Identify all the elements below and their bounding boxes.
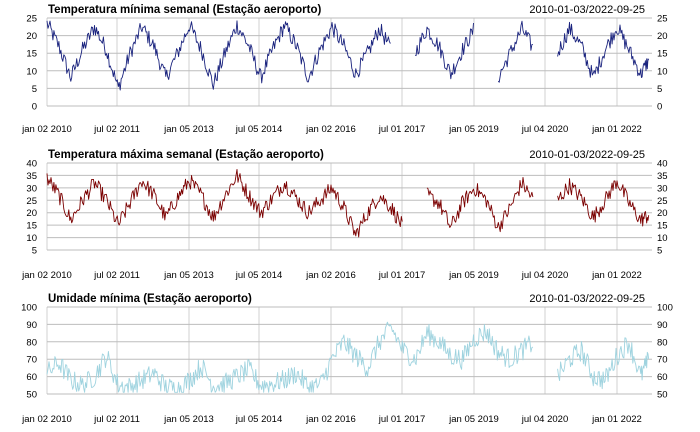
y-tick-label-left: 25: [26, 14, 37, 25]
y-tick-label-left: 10: [26, 233, 37, 244]
x-tick-label: jan 01 2022: [591, 124, 642, 135]
y-tick-label-left: 20: [26, 31, 37, 42]
x-tick-label: jul 04 2020: [521, 414, 568, 425]
y-tick-label-left: 80: [26, 337, 37, 348]
x-tick-label: jul 01 2017: [378, 270, 425, 281]
panel-date-range: 2010-01-03/2022-09-25: [529, 149, 645, 161]
x-tick-label: jan 05 2019: [448, 124, 499, 135]
panel-title: Temperatura mínima semanal (Estação aero…: [48, 4, 321, 16]
x-tick-label: jul 05 2014: [235, 124, 282, 135]
x-tick-label: jul 02 2011: [93, 414, 140, 425]
y-tick-label-left: 5: [32, 246, 37, 257]
y-tick-label-right: 30: [657, 183, 668, 194]
y-tick-label-left: 70: [26, 355, 37, 366]
x-tick-label: jan 02 2016: [305, 270, 356, 281]
y-tick-label-left: 20: [26, 208, 37, 219]
x-tick-label: jan 02 2010: [21, 124, 72, 135]
series-line: [46, 20, 650, 91]
x-tick-label: jul 01 2017: [378, 414, 425, 425]
panel-umidade-minima: Umidade mínima (Estação aeroporto) 2010-…: [21, 293, 673, 425]
x-tick-label: jul 05 2014: [235, 270, 282, 281]
y-tick-label-right: 100: [657, 303, 673, 314]
series-line: [46, 168, 650, 238]
y-tick-label-right: 20: [657, 31, 668, 42]
x-tick-label: jan 02 2010: [21, 270, 72, 281]
y-tick-label-left: 100: [21, 303, 37, 314]
x-tick-label: jan 01 2022: [591, 414, 642, 425]
y-tick-label-left: 35: [26, 171, 37, 182]
y-tick-label-left: 30: [26, 183, 37, 194]
x-tick-label: jul 05 2014: [235, 414, 282, 425]
y-tick-label-left: 90: [26, 320, 37, 331]
y-tick-label-right: 0: [657, 102, 662, 113]
x-tick-label: jul 01 2017: [378, 124, 425, 135]
y-tick-label-left: 5: [32, 84, 37, 95]
y-tick-label-right: 5: [657, 246, 662, 257]
y-tick-label-left: 50: [26, 390, 37, 401]
series-line: [46, 321, 650, 393]
y-tick-label-left: 10: [26, 66, 37, 77]
y-tick-label-right: 15: [657, 221, 668, 232]
y-tick-label-right: 50: [657, 390, 668, 401]
x-tick-label: jan 02 2016: [305, 414, 356, 425]
y-tick-label-right: 5: [657, 84, 662, 95]
x-tick-label: jan 05 2013: [163, 270, 214, 281]
y-tick-label-right: 80: [657, 337, 668, 348]
y-tick-label-left: 15: [26, 221, 37, 232]
panel-temperatura-maxima: Temperatura máxima semanal (Estação aero…: [21, 149, 667, 281]
y-tick-label-right: 10: [657, 66, 668, 77]
panel-title: Temperatura máxima semanal (Estação aero…: [48, 149, 324, 161]
x-tick-label: jan 05 2013: [163, 124, 214, 135]
x-tick-label: jan 05 2019: [448, 414, 499, 425]
y-tick-label-right: 40: [657, 159, 668, 170]
y-tick-label-right: 20: [657, 208, 668, 219]
x-tick-label: jan 02 2010: [21, 414, 72, 425]
y-tick-label-right: 25: [657, 196, 668, 207]
y-tick-label-right: 35: [657, 171, 668, 182]
panel-date-range: 2010-01-03/2022-09-25: [529, 293, 645, 305]
x-tick-label: jul 04 2020: [521, 124, 568, 135]
x-tick-label: jan 01 2022: [591, 270, 642, 281]
y-tick-label-left: 40: [26, 159, 37, 170]
panel-title: Umidade mínima (Estação aeroporto): [48, 293, 252, 305]
y-tick-label-right: 25: [657, 14, 668, 25]
y-tick-label-right: 90: [657, 320, 668, 331]
x-tick-label: jan 05 2019: [448, 270, 499, 281]
y-tick-label-right: 60: [657, 372, 668, 383]
panel-temperatura-minima: Temperatura mínima semanal (Estação aero…: [21, 4, 667, 135]
x-tick-label: jul 02 2011: [93, 124, 140, 135]
y-tick-label-right: 70: [657, 355, 668, 366]
x-tick-label: jul 04 2020: [521, 270, 568, 281]
y-tick-label-left: 60: [26, 372, 37, 383]
x-tick-label: jul 02 2011: [93, 270, 140, 281]
y-tick-label-left: 15: [26, 49, 37, 60]
y-tick-label-left: 25: [26, 196, 37, 207]
panel-date-range: 2010-01-03/2022-09-25: [529, 4, 645, 16]
x-tick-label: jan 02 2016: [305, 124, 356, 135]
y-tick-label-right: 15: [657, 49, 668, 60]
x-tick-label: jan 05 2013: [163, 414, 214, 425]
y-tick-label-right: 10: [657, 233, 668, 244]
y-tick-label-left: 0: [32, 102, 37, 113]
